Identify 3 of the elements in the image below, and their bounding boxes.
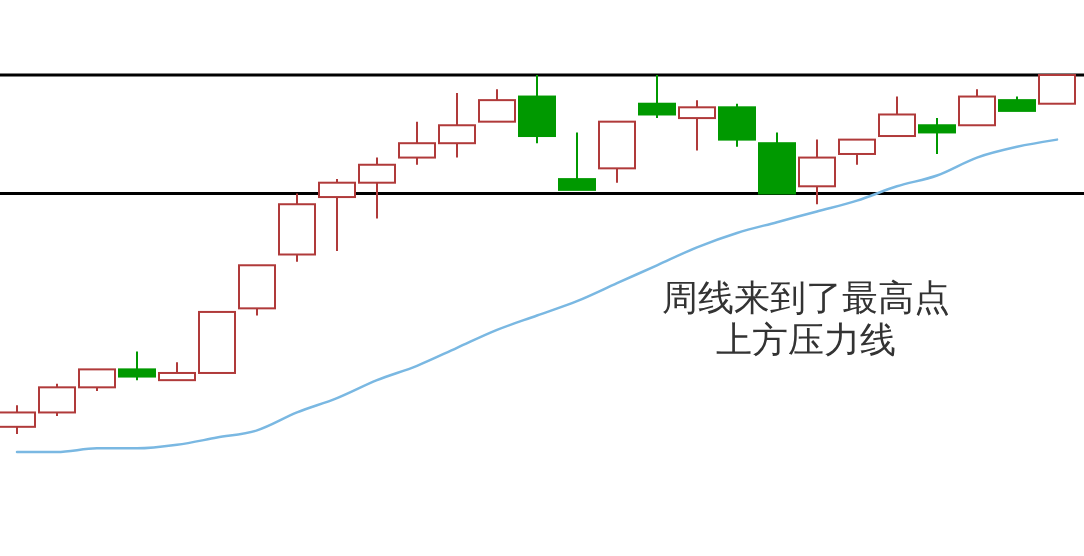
annotation: 上方压力线 <box>716 319 896 360</box>
candlestick <box>918 117 956 155</box>
annotation: 周线来到了最高点 <box>662 277 950 318</box>
